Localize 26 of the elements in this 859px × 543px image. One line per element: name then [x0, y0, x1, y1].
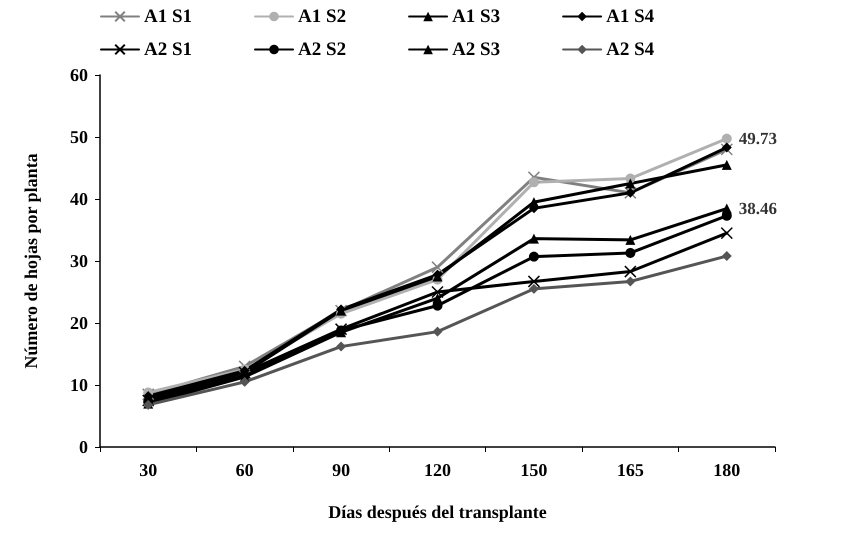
legend-label: A1 S2 [298, 6, 346, 27]
y-tick-label: 0 [79, 437, 88, 457]
x-tick-label: 150 [520, 460, 548, 480]
x-tick-label: 30 [139, 460, 158, 480]
x-tick-label: 120 [424, 460, 451, 480]
legend-label: A1 S4 [606, 6, 655, 27]
y-tick-label: 60 [70, 65, 88, 85]
x-tick-label: 60 [236, 460, 254, 480]
x-axis-title: Días después del transplante [328, 502, 547, 522]
legend-label: A2 S1 [144, 39, 192, 60]
legend-label: A2 S4 [606, 39, 655, 60]
y-tick-label: 20 [70, 313, 88, 333]
x-tick-label: 165 [616, 460, 644, 480]
y-tick-label: 10 [70, 375, 88, 395]
annotation: 49.73 [738, 129, 778, 148]
y-axis-title: Número de hojas por planta [21, 153, 41, 369]
x-tick-label: 180 [713, 460, 740, 480]
legend-label: A2 S3 [452, 39, 500, 60]
y-tick-label: 30 [70, 251, 88, 271]
legend-label: A1 S1 [144, 6, 192, 27]
annotation: 38.46 [738, 199, 778, 218]
x-tick-label: 90 [332, 460, 350, 480]
legend-label: A2 S2 [298, 39, 346, 60]
legend-label: A1 S3 [452, 6, 500, 27]
y-tick-label: 40 [70, 189, 88, 209]
y-tick-label: 50 [70, 127, 88, 147]
